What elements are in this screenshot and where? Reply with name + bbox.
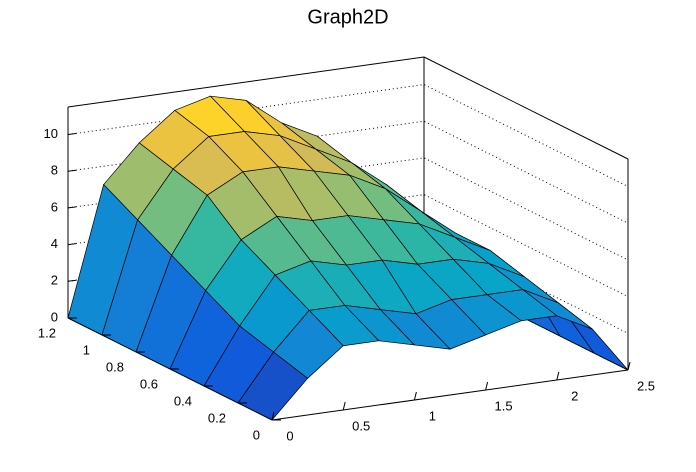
chart-title: Graph2D (307, 6, 388, 28)
box-edge (423, 56, 629, 160)
x-tick (627, 361, 631, 371)
y-tick-label: 1.2 (38, 325, 56, 340)
box-edge (67, 56, 425, 108)
y-tick-label: 1 (83, 342, 90, 357)
x-tick (485, 381, 489, 391)
y-tick-label: 0 (253, 427, 260, 442)
x-tick (342, 401, 346, 411)
y-tick-label: 0.6 (140, 376, 158, 391)
x-tick-label: 2.5 (637, 378, 655, 393)
x-tick-label: 1 (429, 408, 436, 423)
x-tick-label: 0 (286, 428, 293, 443)
z-tick-label: 2 (51, 273, 58, 288)
y-tick-label: 0.8 (106, 359, 124, 374)
x-axis (271, 369, 629, 421)
z-tick-label: 4 (51, 236, 58, 251)
z-tick-label: 10 (44, 126, 58, 141)
x-tick-label: 1.5 (495, 398, 513, 413)
y-tick-label: 0.2 (208, 410, 226, 425)
z-tick-label: 8 (51, 163, 58, 178)
y-tick-label: 0.4 (174, 393, 192, 408)
x-tick (413, 391, 417, 401)
x-tick (271, 411, 275, 421)
x-tick (556, 371, 560, 381)
x-tick-label: 2 (571, 388, 578, 403)
z-tick-label: 0 (51, 309, 58, 324)
x-tick-label: 0.5 (352, 418, 370, 433)
z-tick-label: 6 (51, 199, 58, 214)
